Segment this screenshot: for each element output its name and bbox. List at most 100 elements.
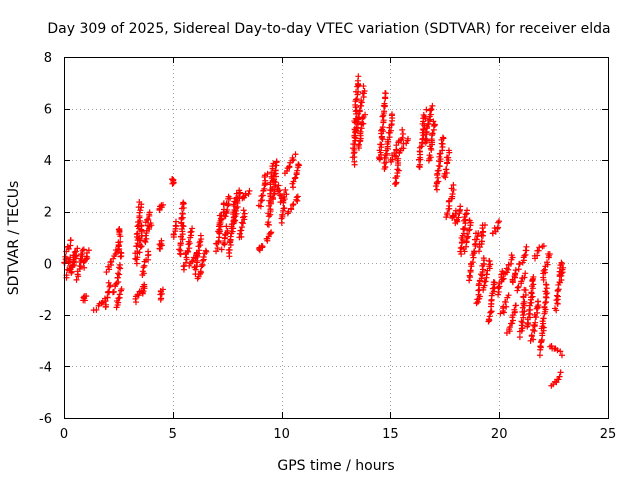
- data-point: [478, 231, 485, 238]
- data-point: [449, 190, 456, 197]
- data-point: [238, 233, 245, 240]
- data-point: [500, 275, 507, 282]
- data-point: [275, 182, 282, 189]
- data-point: [455, 214, 462, 221]
- data-point: [518, 318, 525, 325]
- x-tick-label: 20: [491, 427, 508, 442]
- data-point: [187, 229, 194, 236]
- y-tick-label: -6: [39, 412, 52, 427]
- data-point: [116, 271, 123, 278]
- data-point: [476, 280, 483, 287]
- data-point: [188, 258, 195, 265]
- data-point: [224, 227, 231, 234]
- data-point: [431, 122, 438, 129]
- data-point: [292, 151, 299, 158]
- data-point: [529, 293, 536, 300]
- data-point: [273, 158, 280, 165]
- data-point: [556, 373, 563, 380]
- data-point: [144, 216, 151, 223]
- data-point: [388, 112, 395, 119]
- data-point: [505, 292, 512, 299]
- data-point: [433, 179, 440, 186]
- data-point: [69, 262, 76, 269]
- data-point: [462, 225, 469, 232]
- data-point: [142, 239, 149, 246]
- data-point: [465, 233, 472, 240]
- data-point: [467, 267, 474, 274]
- data-point: [264, 170, 271, 177]
- data-point: [388, 127, 395, 134]
- data-point: [102, 298, 109, 305]
- data-point: [422, 135, 429, 142]
- data-point: [246, 187, 253, 194]
- data-point: [516, 334, 523, 341]
- data-point: [196, 271, 203, 278]
- data-point: [530, 336, 537, 343]
- data-point: [188, 228, 195, 235]
- data-point: [287, 205, 294, 212]
- data-point: [479, 266, 486, 273]
- data-point: [117, 253, 124, 260]
- data-point: [282, 187, 289, 194]
- data-point: [283, 191, 290, 198]
- data-point: [72, 248, 79, 255]
- data-point: [442, 174, 449, 181]
- data-point: [357, 102, 364, 109]
- data-point: [480, 255, 487, 262]
- data-point: [240, 207, 247, 214]
- data-point: [554, 347, 561, 354]
- data-point: [558, 259, 565, 266]
- data-point: [509, 320, 516, 327]
- data-point: [500, 309, 507, 316]
- data-point: [257, 203, 264, 210]
- data-point: [495, 291, 502, 298]
- data-point: [559, 260, 566, 267]
- data-point: [275, 188, 282, 195]
- data-point: [231, 216, 238, 223]
- data-point: [133, 243, 140, 250]
- data-point: [259, 192, 266, 199]
- data-point: [362, 111, 369, 118]
- data-point: [283, 167, 290, 174]
- data-point: [258, 242, 265, 249]
- data-point: [141, 281, 148, 288]
- data-point: [356, 108, 363, 115]
- data-point: [271, 190, 278, 197]
- data-point: [355, 88, 362, 95]
- data-point: [146, 209, 153, 216]
- data-point: [519, 319, 526, 326]
- data-point: [472, 240, 479, 247]
- data-point: [213, 248, 220, 255]
- data-point: [440, 135, 447, 142]
- data-point: [461, 214, 468, 221]
- data-point: [74, 245, 81, 252]
- data-point: [68, 269, 75, 276]
- data-point: [528, 289, 535, 296]
- data-point: [197, 232, 204, 239]
- data-point: [483, 271, 490, 278]
- data-point: [358, 97, 365, 104]
- data-point: [117, 233, 124, 240]
- data-point: [290, 184, 297, 191]
- data-point: [521, 298, 528, 305]
- data-point: [505, 266, 512, 273]
- data-point: [238, 219, 245, 226]
- data-point: [381, 100, 388, 107]
- data-point: [179, 210, 186, 217]
- data-point: [272, 162, 279, 169]
- data-point: [506, 324, 513, 331]
- data-point: [71, 249, 78, 256]
- data-point: [553, 297, 560, 304]
- data-point: [195, 250, 202, 257]
- data-point: [473, 236, 480, 243]
- data-point: [534, 298, 541, 305]
- data-point: [236, 187, 243, 194]
- data-point: [241, 210, 248, 217]
- data-point: [492, 228, 499, 235]
- data-point: [294, 193, 301, 200]
- data-point: [416, 161, 423, 168]
- data-point: [99, 299, 106, 306]
- data-point: [193, 257, 200, 264]
- x-axis-label: GPS time / hours: [277, 458, 394, 474]
